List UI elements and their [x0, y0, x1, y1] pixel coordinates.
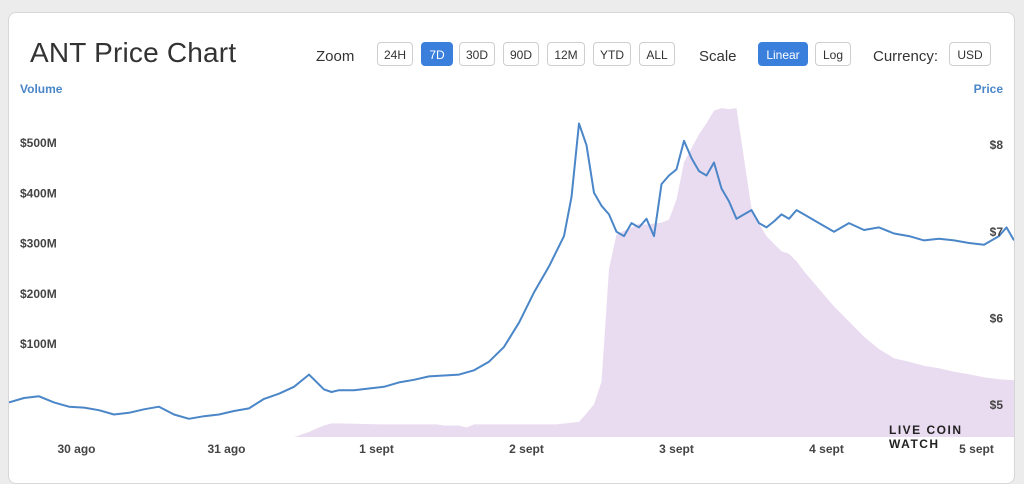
x-tick-label: 5 sept	[959, 442, 994, 456]
x-tick-label: 3 sept	[659, 442, 694, 456]
volume-area	[9, 108, 1014, 437]
zoom-label: Zoom	[316, 48, 355, 65]
zoom-24h-button[interactable]: 24H	[377, 42, 413, 66]
zoom-12m-button[interactable]: 12M	[547, 42, 585, 66]
price-volume-chart: Volume Price $100M $200M $300M $400M $500M $…	[9, 82, 1014, 456]
left-tick-label: $200M	[20, 287, 57, 301]
right-tick-label: $6	[990, 311, 1004, 325]
right-axis-title: Price	[974, 82, 1004, 96]
price-series	[9, 122, 1014, 420]
price-line	[9, 122, 1014, 420]
left-tick-label: $300M	[20, 237, 57, 251]
scale-log-button[interactable]: Log	[815, 42, 851, 66]
chart-card: ANT Price Chart Zoom 24H 7D 30D 90D 12M …	[8, 12, 1015, 484]
left-axis-ticks: $100M $200M $300M $400M $500M	[20, 136, 57, 351]
left-axis-title: Volume	[20, 82, 63, 96]
x-axis-ticks: 30 ago 31 ago 1 sept 2 sept 3 sept 4 sept 5 se…	[57, 442, 993, 456]
zoom-30d-button[interactable]: 30D	[459, 42, 495, 66]
right-axis-ticks: $5 $6 $7 $8	[990, 138, 1004, 412]
zoom-7d-button[interactable]: 7D	[421, 42, 453, 66]
x-tick-label: 30 ago	[57, 442, 95, 456]
x-tick-label: 2 sept	[509, 442, 544, 456]
right-tick-label: $5	[990, 398, 1004, 412]
currency-label: Currency:	[873, 48, 939, 65]
zoom-all-button[interactable]: ALL	[639, 42, 675, 66]
scale-linear-button[interactable]: Linear	[758, 42, 808, 66]
chart-title: ANT Price Chart	[30, 37, 237, 68]
live-coin-watch-logo: LIVE COIN WATCH	[889, 423, 963, 451]
x-tick-label: 4 sept	[809, 442, 844, 456]
volume-series	[9, 108, 1014, 437]
x-tick-label: 1 sept	[359, 442, 394, 456]
left-tick-label: $100M	[20, 337, 57, 351]
left-tick-label: $400M	[20, 187, 57, 201]
scale-label: Scale	[699, 48, 737, 65]
right-tick-label: $8	[990, 138, 1004, 152]
right-tick-label: $7	[990, 225, 1004, 239]
x-tick-label: 31 ago	[207, 442, 245, 456]
zoom-90d-button[interactable]: 90D	[503, 42, 539, 66]
currency-usd-button[interactable]: USD	[949, 42, 991, 66]
left-tick-label: $500M	[20, 136, 57, 150]
zoom-ytd-button[interactable]: YTD	[593, 42, 631, 66]
